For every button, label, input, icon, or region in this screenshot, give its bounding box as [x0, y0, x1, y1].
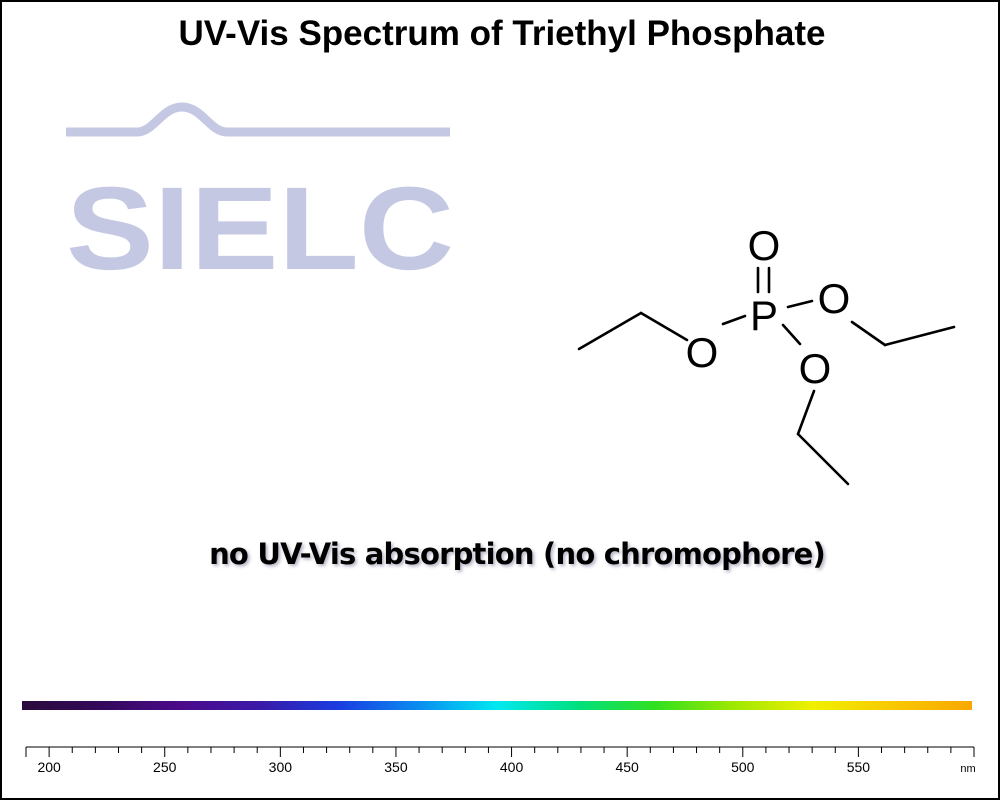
- atom-phosphorus: P: [750, 292, 778, 339]
- logo-swoosh: [66, 102, 450, 137]
- atom-oxygen-left: O: [686, 329, 719, 376]
- visible-spectrum-bar: [22, 701, 972, 710]
- x-axis: 200 250 300 350 400 450 500 550 nm: [25, 746, 976, 775]
- bond-ethyl-right-2: [883, 325, 956, 347]
- x-axis-unit-label: nm: [960, 763, 975, 775]
- bond-ethyl-bottom-2: [796, 432, 850, 486]
- x-tick-label: 500: [731, 759, 755, 775]
- atom-oxygen-right: O: [818, 275, 851, 322]
- x-tick-label: 450: [615, 759, 639, 775]
- x-tick-label: 550: [847, 759, 871, 775]
- x-tick-label: 250: [153, 759, 177, 775]
- triethyl-phosphate-structure: O P O O O: [577, 222, 956, 486]
- bond-o-p-left: [721, 314, 747, 326]
- x-tick-label: 400: [500, 759, 524, 775]
- x-tick-label: 300: [269, 759, 293, 775]
- no-absorption-note: no UV-Vis absorption (no chromophore): [209, 537, 826, 571]
- x-tick-label: 350: [384, 759, 408, 775]
- x-tick-label: 200: [37, 759, 61, 775]
- bond-ethyl-left-2: [639, 311, 689, 342]
- chart-title: UV-Vis Spectrum of Triethyl Phosphate: [178, 14, 826, 53]
- bond-p-o-bottom: [781, 323, 802, 346]
- bond-ethyl-right-1: [850, 320, 887, 347]
- bond-ethyl-left-1: [577, 311, 643, 351]
- logo-text: SIELC: [66, 163, 454, 287]
- bond-ethyl-bottom-1: [796, 389, 816, 436]
- sielc-logo: SIELC: [66, 102, 454, 287]
- atom-oxygen-double: O: [748, 222, 781, 269]
- atom-oxygen-bottom: O: [799, 345, 832, 392]
- bond-p-o-right: [786, 299, 814, 309]
